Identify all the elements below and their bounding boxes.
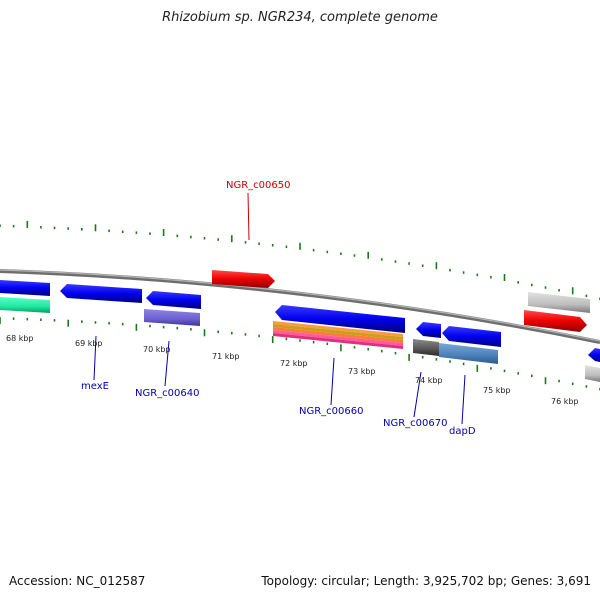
gene-teal-left-edge[interactable] — [0, 297, 50, 313]
tick-label-72: 72 kbp — [280, 359, 308, 368]
gene-ngr-c00670-box[interactable] — [413, 339, 439, 356]
tick-label-76: 76 kbp — [551, 397, 579, 406]
gene-dapD-box[interactable] — [439, 343, 498, 364]
genome-summary: Topology: circular; Length: 3,925,702 bp… — [261, 574, 591, 588]
upper-tick-track — [0, 220, 600, 300]
accession-label: Accession: NC_012587 — [9, 574, 146, 588]
genome-backbone — [0, 269, 600, 344]
tick-label-74: 74 kbp — [415, 376, 443, 385]
gene-ngr-c00660-stripes[interactable] — [273, 321, 403, 349]
gene-label-ngr-c00650[interactable]: NGR_c00650 — [226, 180, 291, 191]
gene-arrow-small-left[interactable] — [416, 322, 441, 338]
gene-arrow-blue-mid[interactable] — [146, 291, 201, 309]
gene-label-dapd[interactable]: dapD — [449, 426, 476, 437]
gene-label-ngr-c00660[interactable]: NGR_c00660 — [299, 406, 364, 417]
gene-arrow-left-edge[interactable] — [0, 280, 50, 296]
tick-label-70: 70 kbp — [143, 345, 171, 354]
gene-arrow-blue-dapd[interactable] — [442, 326, 501, 347]
gene-labels: NGR_c00650 mexE NGR_c00640 NGR_c00660 NG… — [81, 180, 476, 437]
tick-label-73: 73 kbp — [348, 367, 376, 376]
lower-tick-track — [0, 317, 600, 391]
tick-label-69: 69 kbp — [75, 339, 103, 348]
gene-mexE-arrow[interactable] — [60, 284, 142, 303]
kbp-labels: 68 kbp 69 kbp 70 kbp 71 kbp 72 kbp 73 kb… — [6, 334, 579, 406]
gene-ngr-c00640-box[interactable] — [144, 309, 200, 326]
tick-label-75: 75 kbp — [483, 386, 511, 395]
gene-arrow-right-upper[interactable] — [528, 292, 590, 313]
tick-label-68: 68 kbp — [6, 334, 34, 343]
gene-grey-right-edge[interactable] — [585, 365, 600, 382]
gene-label-mexe[interactable]: mexE — [81, 381, 109, 392]
gene-ngr-c00660-arrow[interactable] — [275, 305, 405, 333]
gene-label-ngr-c00670[interactable]: NGR_c00670 — [383, 418, 448, 429]
gene-ngr-c00650-arrow[interactable] — [212, 270, 275, 288]
tick-label-71: 71 kbp — [212, 352, 240, 361]
genome-title: Rhizobium sp. NGR234, complete genome — [162, 10, 438, 25]
gene-label-ngr-c00640[interactable]: NGR_c00640 — [135, 388, 200, 399]
gene-arrow-red-right[interactable] — [524, 310, 587, 332]
label-leader-lines — [93, 192, 466, 425]
gene-arrow-right-edge[interactable] — [588, 348, 600, 362]
